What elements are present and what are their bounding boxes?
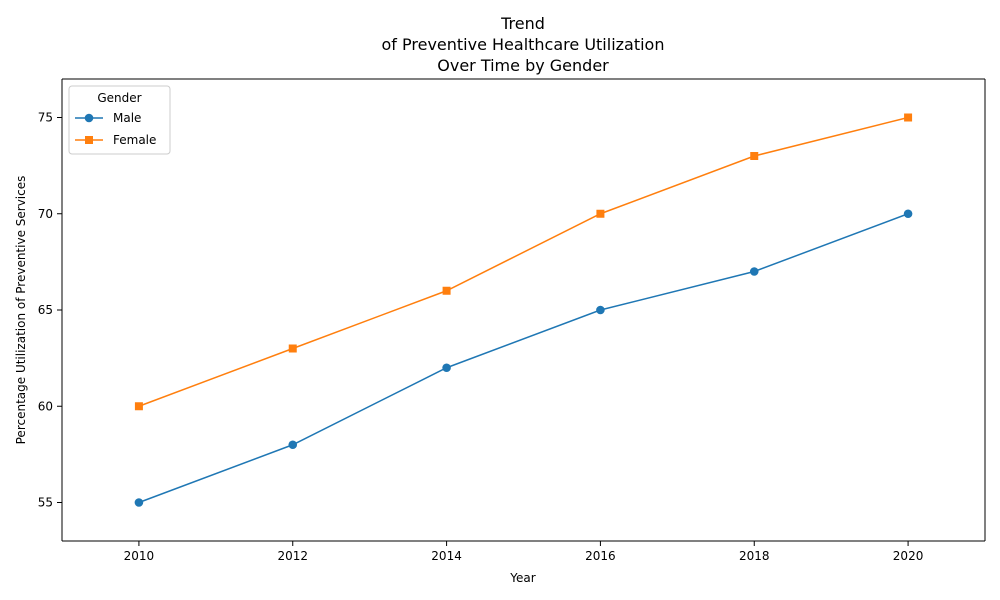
x-tick-label: 2020 xyxy=(893,549,924,563)
x-tick-label: 2014 xyxy=(431,549,462,563)
y-tick-label: 55 xyxy=(38,496,53,510)
data-point-female xyxy=(134,402,143,411)
chart-title: Trend of Preventive Healthcare Utilizati… xyxy=(382,14,665,75)
axis-spines xyxy=(61,78,986,542)
y-tick-label: 70 xyxy=(38,207,53,221)
x-axis-label: Year xyxy=(509,571,535,585)
legend-frame xyxy=(68,85,171,155)
data-point-female xyxy=(750,152,759,160)
data-point-male xyxy=(903,209,913,219)
series-male xyxy=(134,209,913,507)
data-point-male xyxy=(749,267,759,276)
series-female xyxy=(134,113,913,411)
data-point-male xyxy=(442,363,451,373)
series-line-male xyxy=(138,213,909,504)
x-tick-label: 2012 xyxy=(277,549,308,563)
series-line-female xyxy=(138,116,909,407)
series-layer xyxy=(134,113,913,507)
legend-marker-female xyxy=(85,136,93,144)
legend-title: Gender xyxy=(97,91,141,105)
x-axis-ticks: 2010 2012 2014 2016 2018 2020 xyxy=(124,541,924,563)
x-tick-label: 2010 xyxy=(124,549,155,563)
data-point-female xyxy=(288,344,297,353)
x-tick-label: 2018 xyxy=(739,549,770,563)
y-axis-ticks: 55 60 65 70 75 xyxy=(38,111,62,510)
legend-marker-shape xyxy=(85,136,93,144)
y-tick-label: 60 xyxy=(38,399,53,413)
data-point-male xyxy=(288,440,298,450)
legend-marker-male xyxy=(84,113,94,123)
chart-title-line-1: Trend xyxy=(500,14,545,33)
y-tick-label: 75 xyxy=(38,111,53,125)
y-tick-label: 65 xyxy=(38,303,53,317)
legend-label-male: Male xyxy=(113,111,141,125)
data-point-female xyxy=(596,209,605,218)
x-tick-label: 2016 xyxy=(585,549,616,563)
y-axis-label: Percentage Utilization of Preventive Ser… xyxy=(14,176,28,445)
plot-area xyxy=(62,79,985,541)
legend-marker-shape xyxy=(84,113,94,123)
data-point-female xyxy=(904,113,913,122)
legend: Gender Male Female xyxy=(68,85,171,155)
chart-title-line-2: of Preventive Healthcare Utilization xyxy=(382,35,665,54)
chart-title-line-3: Over Time by Gender xyxy=(437,56,609,75)
data-point-male xyxy=(596,305,605,315)
legend-label-female: Female xyxy=(113,133,156,147)
data-point-male xyxy=(134,498,144,507)
data-point-female xyxy=(442,286,451,295)
